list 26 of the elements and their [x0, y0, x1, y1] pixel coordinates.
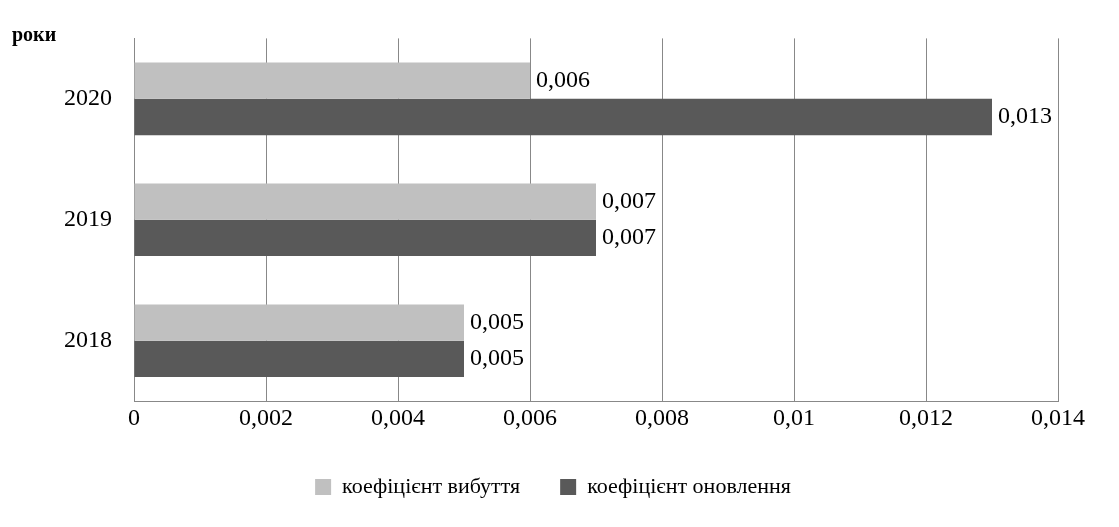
- data-label: 0,005: [470, 307, 524, 334]
- x-tick-label: 0,01: [773, 403, 815, 430]
- x-tick-label: 0,014: [1031, 403, 1085, 430]
- y-axis-title: роки: [12, 23, 57, 47]
- x-tick-label: 0,002: [239, 403, 293, 430]
- data-label: 0,007: [602, 223, 656, 250]
- bar: [134, 98, 992, 136]
- bar: [134, 62, 530, 99]
- x-tick-label: 0,008: [635, 403, 689, 430]
- data-label: 0,013: [998, 102, 1052, 129]
- bar: [134, 219, 596, 257]
- x-tick-label: 0,006: [503, 403, 557, 430]
- bar: [134, 183, 596, 220]
- y-tick-label: 2019: [64, 205, 112, 232]
- y-tick-label: 2018: [64, 326, 112, 353]
- data-label: 0,007: [602, 186, 656, 213]
- data-label: 0,005: [470, 344, 524, 371]
- bar: [134, 340, 464, 378]
- bar: [134, 304, 464, 341]
- y-tick-label: 2020: [64, 84, 112, 111]
- legend-label: коефіцієнт оновлення: [587, 472, 791, 498]
- x-tick-label: 0,012: [899, 403, 953, 430]
- x-tick-label: 0: [128, 403, 140, 430]
- legend-label: коефіцієнт вибуття: [342, 472, 521, 498]
- data-label: 0,006: [536, 66, 590, 93]
- x-tick-label: 0,004: [371, 403, 425, 430]
